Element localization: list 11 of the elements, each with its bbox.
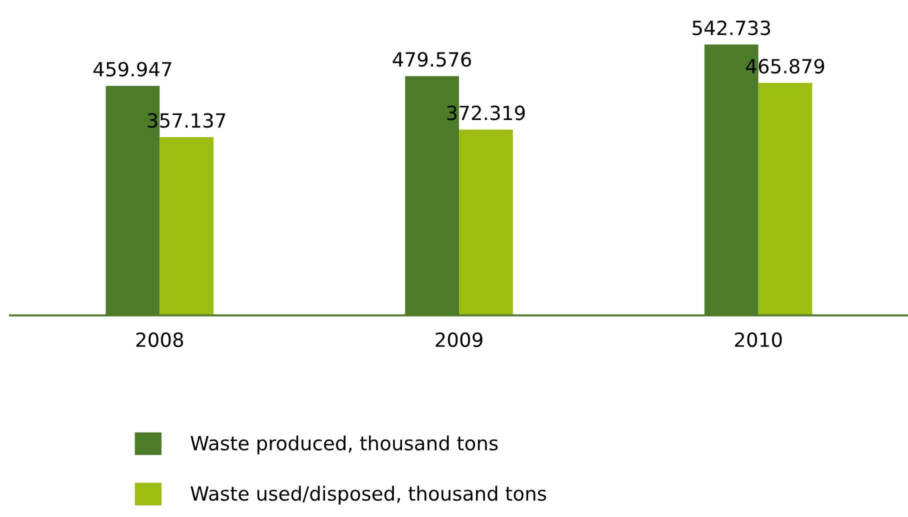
legend-label: Waste produced, thousand tons <box>190 435 498 454</box>
data-label: 542.733 <box>692 20 770 36</box>
bar <box>160 137 214 316</box>
bar <box>758 82 812 316</box>
x-tick-label: 2009 <box>436 332 482 348</box>
data-label: 459.947 <box>93 62 172 77</box>
x-tick-label: 2008 <box>136 332 184 348</box>
x-tick-label: 2010 <box>735 332 782 348</box>
legend-label: Waste used/disposed, thousand tons <box>190 486 546 505</box>
bar <box>458 130 513 316</box>
data-label: 479.576 <box>392 52 472 67</box>
